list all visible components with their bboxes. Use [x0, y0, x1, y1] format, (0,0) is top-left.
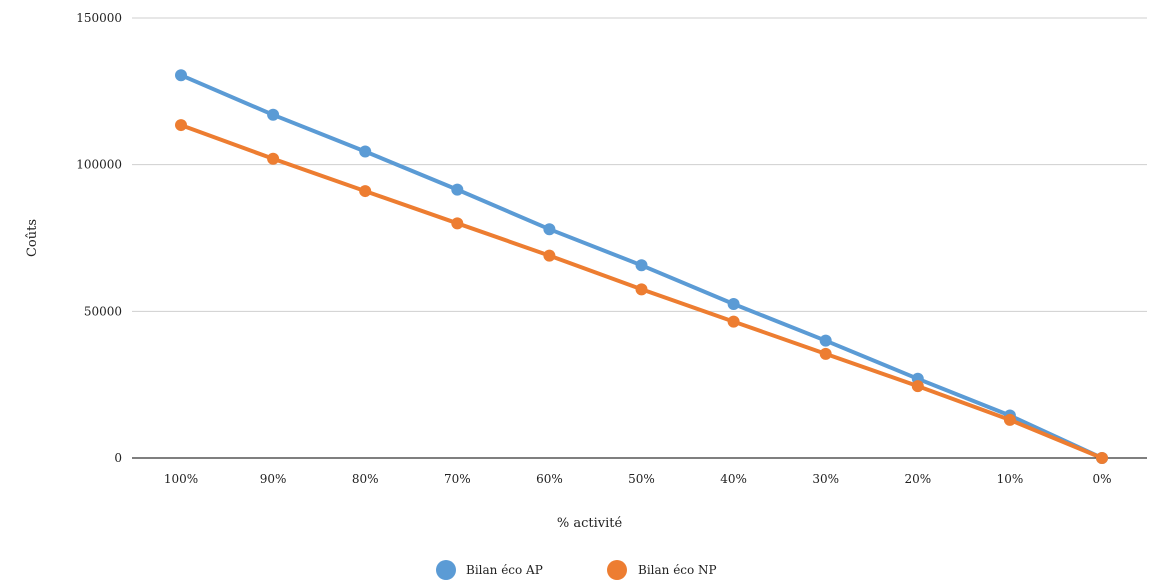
series-2: [175, 119, 1108, 464]
data-point: [267, 152, 280, 165]
y-tick-label: 150000: [76, 11, 122, 25]
data-point: [727, 298, 740, 310]
x-tick-label: 30%: [812, 472, 839, 486]
gridlines: [132, 17, 1147, 312]
x-tick-label: 0%: [1092, 472, 1111, 486]
y-axis-title: Coûts: [25, 219, 40, 257]
legend-label: Bilan éco AP: [466, 563, 543, 577]
data-point: [543, 249, 556, 262]
series-group: [175, 69, 1108, 464]
data-point: [635, 283, 648, 296]
x-tick-label: 80%: [352, 472, 379, 486]
x-tick-label: 40%: [720, 472, 747, 486]
data-point: [451, 217, 464, 230]
x-tick-label: 100%: [164, 472, 198, 486]
data-point: [635, 259, 648, 272]
legend-label: Bilan éco NP: [638, 563, 717, 577]
tick-labels: 0 50000 100000 150000 100% 90% 80% 70% 60% 50% 40%…: [76, 11, 1111, 486]
data-point: [819, 347, 832, 360]
data-point: [727, 315, 740, 328]
legend-item-1: Bilan éco AP: [436, 560, 543, 580]
data-point: [359, 185, 372, 198]
x-axis-title: % activité: [557, 516, 623, 531]
y-tick-label: 100000: [76, 158, 122, 172]
x-tick-label: 60%: [536, 472, 563, 486]
legend-swatch: [607, 560, 627, 580]
data-point: [543, 223, 556, 236]
data-point: [1003, 413, 1016, 426]
x-tick-label: 50%: [628, 472, 655, 486]
x-tick-label: 70%: [444, 472, 471, 486]
legend-swatch: [436, 560, 456, 580]
data-point: [1096, 452, 1108, 464]
data-point: [175, 119, 187, 132]
data-point: [359, 145, 372, 158]
x-tick-label: 20%: [904, 472, 931, 486]
x-tick-label: 10%: [997, 472, 1024, 486]
data-point: [267, 108, 280, 121]
y-tick-label: 50000: [84, 304, 122, 318]
legend: Bilan éco AP Bilan éco NP: [436, 560, 717, 580]
data-point: [451, 183, 464, 196]
data-point: [911, 380, 924, 393]
x-tick-label: 90%: [260, 472, 287, 486]
data-point: [819, 334, 832, 347]
data-point: [175, 69, 187, 82]
legend-item-2: Bilan éco NP: [607, 560, 717, 580]
y-tick-label: 0: [114, 451, 122, 465]
